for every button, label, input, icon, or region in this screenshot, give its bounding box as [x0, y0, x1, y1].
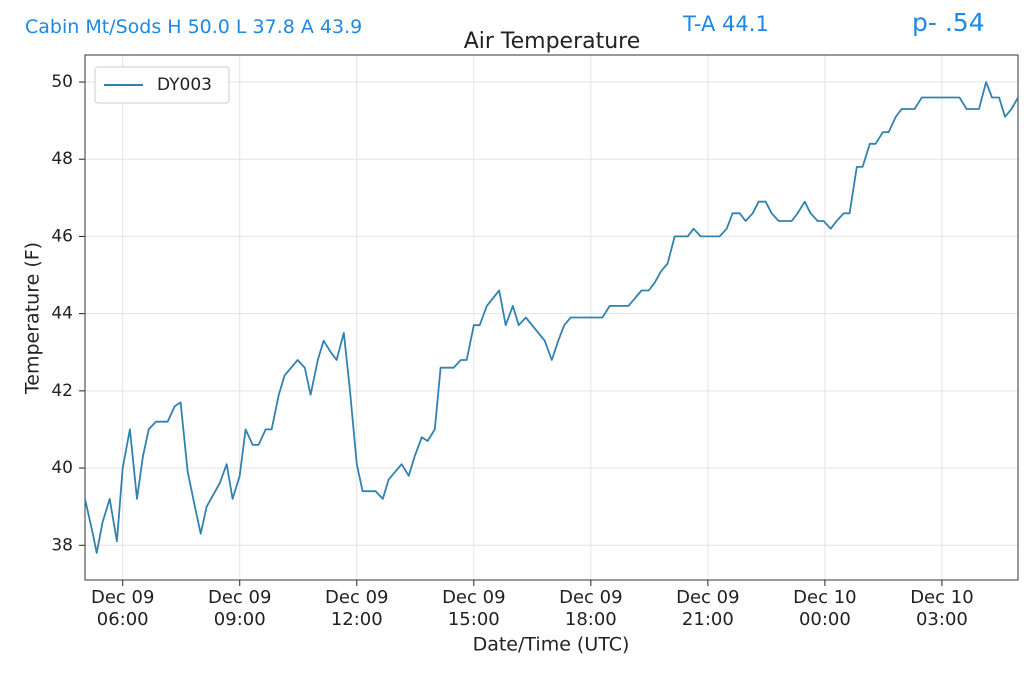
- x-tick-label: Dec 10 03:00: [910, 587, 974, 630]
- x-tick-label: Dec 09 18:00: [559, 587, 623, 630]
- x-axis-label: Date/Time (UTC): [473, 634, 630, 656]
- y-tick-label: 44: [51, 304, 73, 324]
- legend-label: DY003: [157, 75, 212, 95]
- legend-box: [94, 66, 230, 104]
- y-tick-label: 46: [51, 226, 73, 246]
- chart-title: Air Temperature: [464, 29, 641, 54]
- x-tick-label: Dec 10 00:00: [793, 587, 857, 630]
- p-note: p- .54: [912, 8, 985, 37]
- station-summary: Cabin Mt/Sods H 50.0 L 37.8 A 43.9: [25, 16, 363, 38]
- y-tick-label: 48: [51, 149, 73, 169]
- x-tick-label: Dec 09 21:00: [676, 587, 740, 630]
- y-tick-label: 40: [51, 458, 73, 478]
- y-axis-label: Temperature (F): [22, 242, 44, 395]
- plot-frame: [84, 54, 1019, 581]
- x-tick-label: Dec 09 15:00: [442, 587, 506, 630]
- data-line: [84, 81, 1019, 554]
- y-tick-label: 42: [51, 381, 73, 401]
- x-tick-label: Dec 09 12:00: [325, 587, 389, 630]
- x-tick-label: Dec 09 09:00: [208, 587, 272, 630]
- y-tick-label: 50: [51, 72, 73, 92]
- x-tick-label: Dec 09 06:00: [90, 587, 155, 630]
- y-tick-label: 38: [51, 535, 73, 555]
- average-note: T-A 44.1: [683, 12, 769, 36]
